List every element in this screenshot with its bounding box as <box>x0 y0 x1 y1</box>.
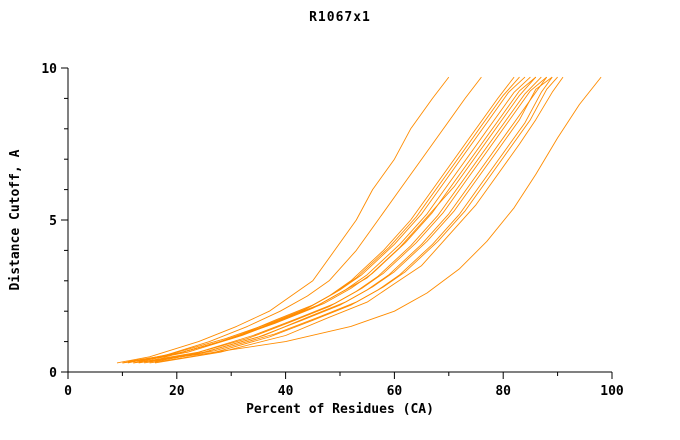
series-line <box>149 76 553 364</box>
y-tick-label: 0 <box>49 366 57 381</box>
series-line <box>138 76 537 362</box>
series-line <box>138 76 542 364</box>
x-tick-label: 80 <box>495 384 511 399</box>
series-line <box>133 76 537 364</box>
series-line <box>144 76 548 364</box>
series-line <box>127 76 520 364</box>
series-line <box>154 76 564 364</box>
series-line <box>144 76 547 362</box>
x-tick-label: 20 <box>169 384 185 399</box>
series-line <box>122 76 515 364</box>
series-line <box>133 76 602 364</box>
x-axis-label: Percent of Residues (CA) <box>246 402 434 417</box>
x-tick-label: 40 <box>278 384 294 399</box>
x-tick-label: 0 <box>64 384 72 399</box>
x-tick-label: 60 <box>387 384 403 399</box>
series-line <box>116 76 450 364</box>
series-line <box>154 76 558 362</box>
x-tick-label: 100 <box>600 384 624 399</box>
y-tick-label: 10 <box>41 62 57 77</box>
series-line <box>122 76 482 364</box>
series-line <box>133 76 531 362</box>
y-tick-label: 5 <box>49 214 57 229</box>
series-line <box>149 76 553 362</box>
series-line <box>127 76 526 362</box>
chart-title: R1067x1 <box>309 10 371 25</box>
